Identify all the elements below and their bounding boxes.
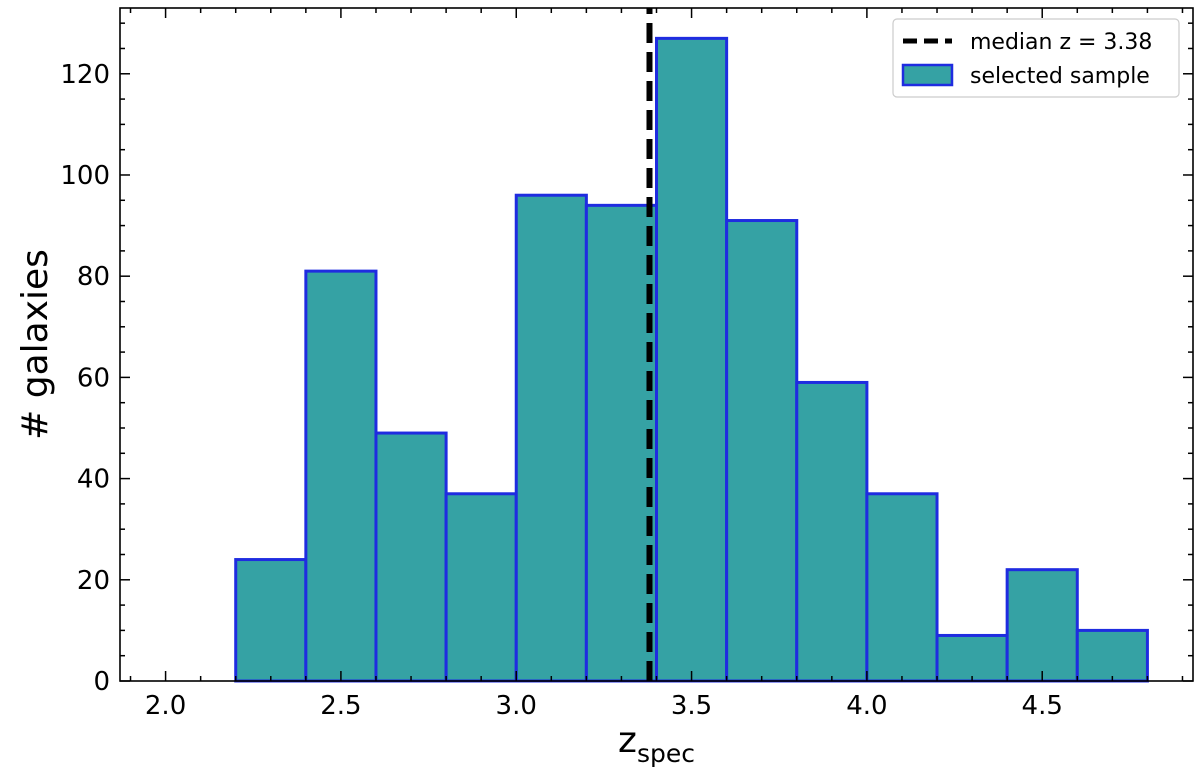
histogram-bar (1075, 628, 1149, 683)
histogram-bar (865, 492, 939, 683)
x-axis-label: zspec (618, 720, 695, 768)
x-tick-label: 3.5 (671, 691, 712, 721)
histogram-bar (935, 633, 1009, 683)
y-tick-label: 40 (77, 465, 110, 495)
y-tick-label: 120 (60, 60, 110, 90)
y-tick-label: 20 (77, 566, 110, 596)
histogram-bar (514, 193, 588, 683)
x-tick-label: 2.5 (320, 691, 361, 721)
histogram-bar (304, 269, 378, 683)
histogram-bar (795, 380, 869, 683)
y-tick-label: 80 (77, 262, 110, 292)
legend-sample-swatch (901, 63, 954, 87)
histogram-bar (374, 431, 448, 683)
y-tick-label: 60 (77, 363, 110, 393)
histogram-bar (234, 558, 308, 683)
x-axis-label-main: z (618, 720, 637, 761)
legend-box (892, 18, 1180, 98)
x-tick-label: 4.0 (846, 691, 887, 721)
x-tick-label: 2.0 (145, 691, 186, 721)
x-tick-label: 3.0 (496, 691, 537, 721)
x-axis-label-subscript: spec (637, 739, 695, 768)
y-tick-label: 0 (93, 667, 110, 697)
y-tick-label: 100 (60, 161, 110, 191)
y-axis-label: # galaxies (15, 249, 56, 440)
legend: median z = 3.38 selected sample (892, 18, 1180, 98)
x-tick-label: 4.5 (1022, 691, 1063, 721)
histogram-bar (1005, 568, 1079, 683)
histogram-bars (234, 36, 1149, 683)
histogram-bar (655, 36, 729, 683)
histogram-bar (444, 492, 518, 683)
legend-median-label: median z = 3.38 (970, 30, 1152, 55)
histogram-bar (584, 203, 658, 683)
x-ticks: 2.0 2.5 3.0 3.5 4.0 4.5 (129, 8, 1184, 721)
legend-sample-label: selected sample (970, 64, 1150, 89)
y-ticks: 0 20 40 60 80 100 120 (60, 22, 1193, 697)
histogram-bar (725, 219, 799, 683)
